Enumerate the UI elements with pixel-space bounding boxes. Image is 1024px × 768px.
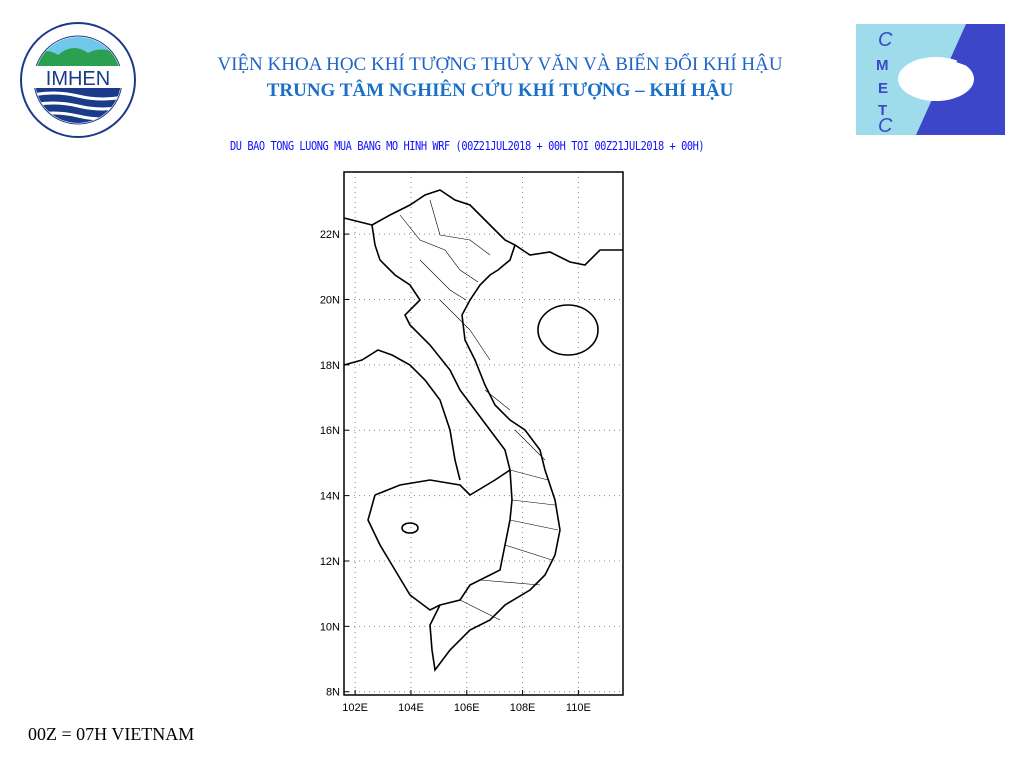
- coastline-borders: [343, 189, 623, 673]
- lat-tick-label: 8N: [326, 687, 340, 699]
- map-grid: [344, 172, 623, 695]
- svg-text:T: T: [878, 102, 887, 119]
- svg-text:E: E: [878, 80, 888, 97]
- lon-tick-label: 104E: [398, 702, 424, 714]
- timezone-note: 00Z = 07H VIETNAM: [28, 724, 195, 744]
- lat-tick-label: 20N: [320, 294, 340, 306]
- tonle-sap-lake: [401, 522, 419, 534]
- laos-thai-border: [343, 349, 461, 481]
- lat-tick-label: 14N: [320, 491, 340, 503]
- institute-title: VIỆN KHOA HỌC KHÍ TƯỢNG THỦY VĂN VÀ BIẾN…: [217, 54, 783, 75]
- china-coast: [514, 244, 623, 266]
- cmetc-logo: C M E T C: [856, 24, 1005, 135]
- lat-tick-label: 18N: [320, 360, 340, 372]
- lon-tick-label: 102E: [342, 702, 368, 714]
- china-border: [343, 217, 373, 226]
- lat-tick-label: 22N: [320, 229, 340, 241]
- hainan-island: [537, 304, 599, 356]
- lat-tick-label: 10N: [320, 621, 340, 633]
- cambodia-border: [367, 469, 511, 611]
- logo-left-text: IMHEN: [46, 68, 110, 90]
- imhen-logo: IMHEN: [20, 22, 136, 138]
- lon-tick-label: 110E: [566, 702, 591, 714]
- lon-tick-label: 106E: [454, 702, 480, 714]
- lon-tick-label: 108E: [510, 702, 536, 714]
- lat-tick-label: 16N: [320, 425, 340, 437]
- axis-ticks: 8N 10N 12N 14N 16N 18N 20N 22N 102E 104E 106E 108E 1…: [320, 229, 591, 714]
- svg-text:C: C: [878, 29, 893, 51]
- lat-tick-label: 12N: [320, 556, 340, 568]
- map-subtitle: DU BAO TONG LUONG MUA BANG MO HINH WRF (…: [230, 139, 705, 153]
- province-borders: [399, 199, 559, 621]
- vietnam-outline: [371, 189, 561, 673]
- center-title: TRUNG TÂM NGHIÊN CỨU KHÍ TƯỢNG – KHÍ HẬU: [266, 80, 734, 101]
- map-frame: [343, 171, 624, 696]
- svg-text:C: C: [878, 115, 893, 135]
- svg-text:M: M: [876, 57, 889, 74]
